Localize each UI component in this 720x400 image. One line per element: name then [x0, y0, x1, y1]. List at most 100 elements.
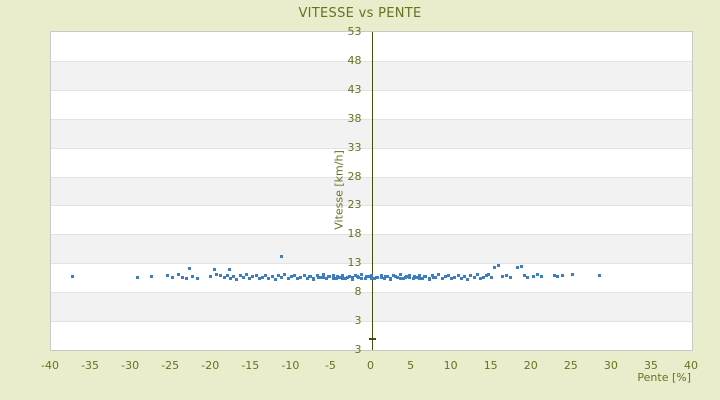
- scatter-point: [208, 275, 212, 279]
- scatter-point: [188, 266, 192, 270]
- scatter-point: [273, 277, 277, 281]
- x-tick-label: 25: [563, 359, 578, 372]
- scatter-point: [254, 273, 258, 277]
- scatter-point: [307, 275, 311, 279]
- y-axis-title: Vitesse [km/h]: [332, 150, 346, 230]
- y-tick-label: 18: [347, 227, 362, 241]
- scatter-point: [459, 277, 463, 281]
- scatter-point: [245, 273, 248, 277]
- scatter-point: [486, 272, 490, 276]
- scatter-point: [492, 266, 496, 270]
- scatter-point: [353, 274, 357, 278]
- scatter-point: [434, 276, 438, 280]
- y-tick-label: 13: [347, 256, 362, 270]
- scatter-point: [515, 266, 519, 270]
- scatter-point: [392, 274, 396, 278]
- y-tick-label: 43: [347, 82, 362, 96]
- scatter-point: [302, 273, 306, 277]
- y-tick-label: 48: [347, 53, 362, 67]
- x-tick-label: -20: [201, 359, 220, 372]
- x-tick-label: 35: [643, 359, 658, 372]
- scatter-point: [331, 273, 335, 277]
- scatter-point: [280, 276, 284, 280]
- scatter-point: [176, 273, 180, 277]
- scatter-point: [261, 275, 265, 279]
- y-tick-label: 3: [354, 314, 362, 328]
- x-tick-label: 5: [407, 359, 415, 372]
- scatter-point: [500, 275, 504, 279]
- grid-band: [51, 292, 692, 322]
- x-tick-label: -40: [41, 359, 59, 372]
- scatter-point: [355, 274, 359, 278]
- scatter-point: [413, 274, 417, 278]
- scatter-point: [309, 274, 313, 278]
- y-tick-label: 38: [347, 111, 362, 125]
- scatter-point: [553, 274, 557, 278]
- scatter-point: [430, 274, 434, 278]
- scatter-point: [366, 275, 370, 279]
- scatter-point: [453, 275, 457, 279]
- scatter-point: [325, 277, 329, 281]
- scatter-point: [466, 277, 470, 281]
- scatter-point: [421, 277, 425, 281]
- scatter-point: [478, 277, 482, 281]
- scatter-point: [418, 277, 422, 281]
- scatter-point: [190, 275, 194, 279]
- scatter-point: [424, 274, 428, 278]
- scatter-point: [427, 276, 431, 280]
- x-tick-label: 40: [684, 359, 698, 372]
- grid-band: [51, 89, 692, 119]
- scatter-point: [341, 276, 345, 280]
- scatter-point: [289, 275, 293, 279]
- scatter-point: [523, 274, 527, 278]
- scatter-point: [212, 268, 216, 272]
- x-tick-label: -10: [281, 359, 300, 372]
- scatter-point: [257, 276, 261, 280]
- scatter-point: [469, 274, 473, 278]
- scatter-point: [440, 277, 444, 281]
- scatter-point: [405, 275, 409, 279]
- y-tick-label: 53: [347, 25, 362, 38]
- scatter-point: [443, 275, 447, 279]
- scatter-point: [347, 274, 351, 278]
- scatter-point: [376, 275, 380, 279]
- x-tick-label: 30: [603, 359, 618, 372]
- x-axis-title: Pente [%]: [637, 371, 691, 384]
- scatter-point: [251, 275, 255, 279]
- chart-title: VITESSE vs PENTE: [298, 6, 422, 21]
- scatter-point: [215, 272, 219, 276]
- scatter-point: [171, 275, 175, 279]
- grid-band: [51, 321, 692, 350]
- scatter-point: [555, 275, 559, 279]
- scatter-point: [270, 274, 274, 278]
- scatter-point: [328, 275, 332, 279]
- x-tick-label: -5: [324, 359, 336, 372]
- scatter-point: [228, 277, 232, 281]
- x-tick-label: -35: [81, 359, 100, 372]
- scatter-point: [235, 277, 239, 281]
- scatter-point: [504, 273, 508, 277]
- x-tick-label: 15: [483, 359, 498, 372]
- scatter-point: [218, 274, 222, 278]
- scatter-point: [382, 277, 386, 281]
- scatter-point: [350, 276, 354, 280]
- scatter-point: [280, 255, 284, 259]
- y-axis-min-label: 3: [354, 343, 362, 356]
- scatter-point: [232, 274, 236, 278]
- scatter-point: [475, 273, 479, 277]
- scatter-point: [519, 265, 523, 269]
- scatter-point: [373, 276, 377, 280]
- scatter-point: [422, 275, 426, 279]
- scatter-point: [446, 273, 450, 277]
- scatter-point: [337, 275, 341, 279]
- scatter-point: [482, 276, 486, 280]
- scatter-point: [418, 273, 422, 277]
- scatter-point: [472, 276, 476, 280]
- scatter-point: [597, 274, 601, 278]
- scatter-point: [334, 276, 338, 280]
- scatter-point: [345, 275, 349, 279]
- scatter-point: [398, 276, 402, 280]
- scatter-point: [238, 274, 242, 278]
- scatter-point: [318, 276, 322, 280]
- scatter-point: [317, 275, 321, 279]
